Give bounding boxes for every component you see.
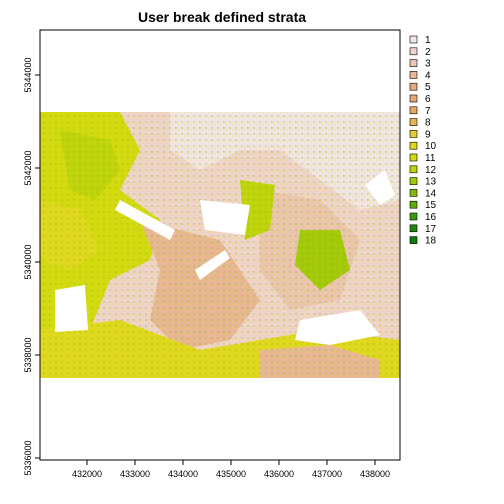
legend-swatch [410, 119, 417, 126]
legend-swatch [410, 95, 417, 102]
legend-swatch [410, 178, 417, 185]
legend-label: 13 [425, 177, 437, 188]
x-tick-label: 437000 [312, 469, 342, 479]
y-tick-label: 5342000 [23, 150, 33, 185]
strata-raster [40, 112, 400, 378]
x-tick-label: 432000 [72, 469, 102, 479]
legend-label: 4 [425, 70, 431, 81]
legend-label: 16 [425, 212, 437, 223]
legend-swatch [410, 130, 417, 137]
legend-label: 17 [425, 224, 437, 235]
legend-label: 11 [425, 153, 436, 164]
y-axis: 5336000 5338000 5340000 5342000 5344000 [23, 57, 40, 475]
x-tick-label: 434000 [168, 469, 198, 479]
legend-label: 8 [425, 118, 431, 129]
y-tick-label: 5338000 [23, 337, 33, 372]
legend-swatch [410, 213, 417, 220]
legend-label: 7 [425, 106, 431, 117]
x-tick-label: 438000 [360, 469, 390, 479]
legend-label: 2 [425, 47, 431, 58]
legend-swatch [410, 71, 417, 78]
legend-swatch [410, 142, 417, 149]
legend-swatch [410, 36, 417, 43]
legend-label: 10 [425, 141, 437, 152]
legend-label: 15 [425, 200, 437, 211]
legend-label: 14 [425, 188, 437, 199]
y-tick-label: 5336000 [23, 440, 33, 475]
map-title: User break defined strata [138, 9, 306, 25]
legend-label: 18 [425, 236, 437, 247]
legend-swatch [410, 237, 417, 244]
legend-label: 5 [425, 82, 431, 93]
legend-swatch [410, 154, 417, 161]
x-tick-label: 436000 [264, 469, 294, 479]
legend-swatch [410, 60, 417, 67]
x-tick-label: 433000 [120, 469, 150, 479]
x-tick-label: 435000 [216, 469, 246, 479]
legend-label: 9 [425, 129, 431, 140]
y-tick-label: 5340000 [23, 244, 33, 279]
legend-swatch [410, 189, 417, 196]
y-tick-label: 5344000 [23, 57, 33, 92]
legend-label: 3 [425, 59, 431, 70]
legend-label: 6 [425, 94, 431, 105]
legend-swatch [410, 166, 417, 173]
x-axis: 432000 433000 434000 435000 436000 43700… [72, 460, 390, 479]
legend-swatch [410, 107, 417, 114]
legend-label: 12 [425, 165, 437, 176]
legend-swatch [410, 201, 417, 208]
legend-swatch [410, 225, 417, 232]
legend-swatch [410, 83, 417, 90]
legend-label: 1 [425, 35, 431, 46]
legend-swatch [410, 48, 417, 55]
